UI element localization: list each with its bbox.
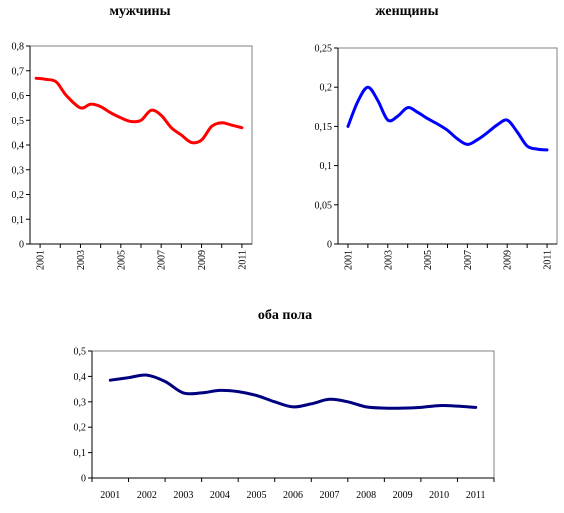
y-tick-label: 0,2: [320, 83, 333, 94]
y-tick-label: 0,25: [315, 44, 333, 55]
x-tick-label: 2011: [237, 250, 248, 270]
x-tick-label: 2007: [320, 490, 340, 501]
y-tick-label: 0: [81, 474, 86, 485]
x-tick-label: 2004: [210, 490, 230, 501]
y-tick-label: 0,7: [12, 66, 25, 77]
x-tick-label: 2009: [503, 250, 514, 270]
y-tick-label: 0,4: [12, 141, 25, 152]
x-tick-label: 2011: [543, 250, 554, 270]
y-tick-label: 0,5: [12, 116, 25, 127]
x-tick-label: 2009: [393, 490, 413, 501]
y-tick-label: 0,05: [315, 200, 333, 211]
plot-area: [337, 47, 558, 245]
y-tick-label: 0,8: [12, 42, 25, 53]
y-tick-label: 0,2: [74, 423, 87, 434]
x-tick-label: 2003: [173, 490, 193, 501]
x-tick-label: 2002: [137, 490, 157, 501]
plot-area: [29, 45, 253, 245]
x-tick-label: 2005: [423, 250, 434, 270]
plot-area: [91, 350, 495, 479]
chart-svg: 0 0,05 0,1 0,15 0,2 0,25 2001 2003 2005 2007 2009 2…: [315, 44, 558, 270]
y-tick-label: 0,1: [12, 215, 25, 226]
x-tick-label: 2001: [343, 250, 354, 270]
x-tick-label: 2010: [429, 490, 449, 501]
x-tick-label: 2005: [116, 250, 127, 270]
y-tick-label: 0,2: [12, 190, 25, 201]
series-line: [34, 76, 244, 145]
x-tick-label: 2003: [76, 250, 87, 270]
x-tick-label: 2001: [36, 250, 47, 270]
x-tick-label: 2008: [356, 490, 376, 501]
chart-men: мужчины 0 0,1 0,2 0,3 0,4 0,5 0,6 0,7 0,8 2001 200…: [0, 0, 282, 280]
y-tick-label: 0: [19, 240, 24, 251]
y-tick-label: 0,15: [315, 122, 333, 133]
chart-svg: 0 0,1 0,2 0,3 0,4 0,5 2001 2002 2003 2004 2005 2006…: [74, 347, 495, 501]
series-line: [346, 85, 549, 152]
x-tick-label: 2003: [383, 250, 394, 270]
y-tick-label: 0,1: [320, 161, 333, 172]
y-tick-label: 0,5: [74, 347, 87, 358]
x-tick-label: 2011: [466, 490, 486, 501]
x-tick-label: 2007: [157, 250, 168, 270]
chart-women: женщины 0 0,05 0,1 0,15 0,2 0,25 2001 2003 2005 2…: [282, 0, 564, 280]
x-tick-label: 2001: [100, 490, 120, 501]
chart-title: мужчины: [109, 4, 171, 19]
x-tick-label: 2006: [283, 490, 303, 501]
x-tick-label: 2009: [197, 250, 208, 270]
y-tick-label: 0,4: [74, 372, 87, 383]
chart-title: оба пола: [257, 308, 313, 323]
x-tick-label: 2007: [463, 250, 474, 270]
series-line: [108, 373, 478, 410]
y-tick-label: 0,3: [12, 165, 25, 176]
x-tick-label: 2005: [246, 490, 266, 501]
y-tick-label: 0: [327, 240, 332, 251]
y-tick-label: 0,6: [12, 91, 25, 102]
chart-both: оба пола 0 0,1 0,2 0,3 0,4 0,5 2001 2002 2003 200…: [0, 296, 564, 513]
y-tick-label: 0,3: [74, 397, 87, 408]
chart-title: женщины: [375, 4, 439, 19]
y-tick-label: 0,1: [74, 448, 87, 459]
chart-svg: 0 0,1 0,2 0,3 0,4 0,5 0,6 0,7 0,8 2001 2003 2005 200…: [12, 42, 253, 270]
